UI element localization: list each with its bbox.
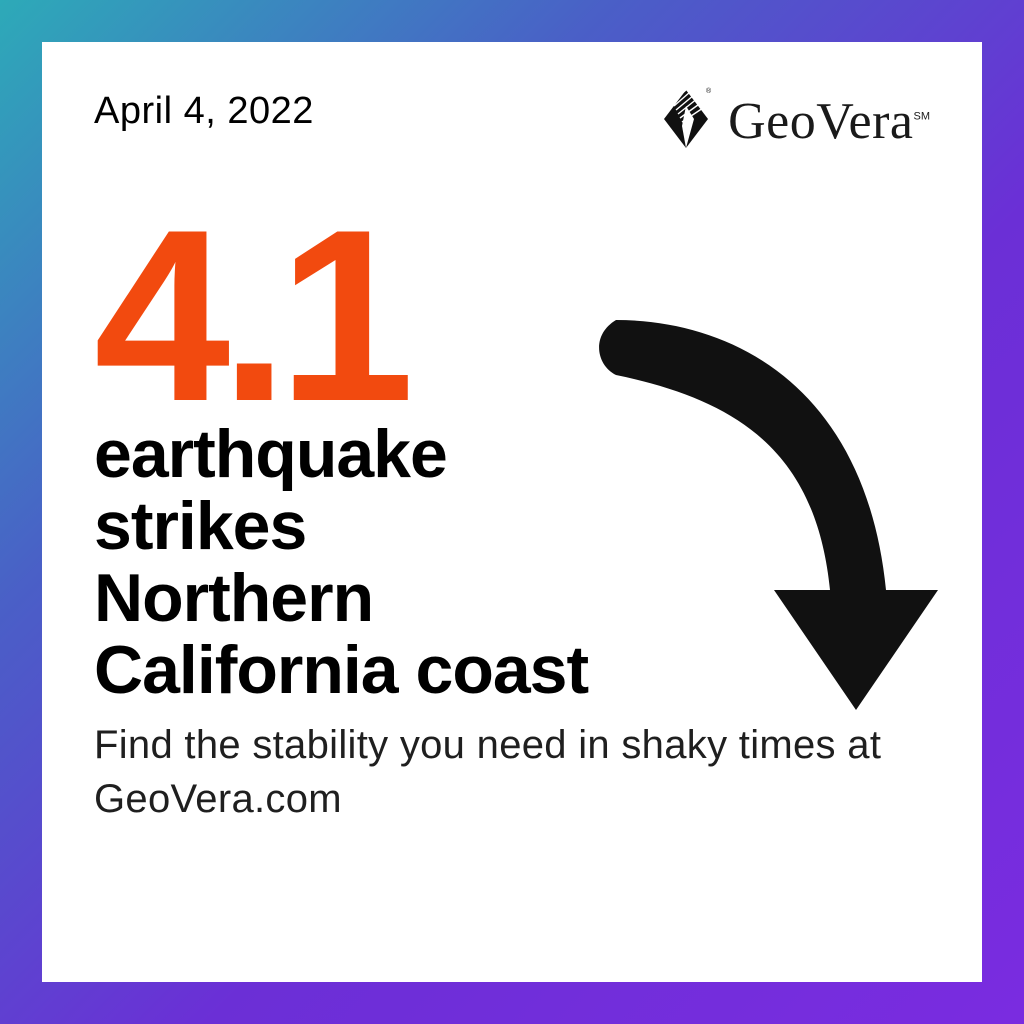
gradient-frame: April 4, 2022: [0, 0, 1024, 1024]
date-text: April 4, 2022: [94, 90, 314, 133]
headline-line-2: strikes: [94, 488, 306, 564]
top-bar: April 4, 2022: [94, 90, 930, 157]
diamond-logo-icon: ®: [656, 86, 714, 157]
headline-line-4: California coast: [94, 632, 588, 708]
curved-arrow-icon: [586, 310, 946, 730]
tagline-text: Find the stability you need in shaky tim…: [94, 718, 914, 826]
brand-servicemark: SM: [914, 111, 931, 123]
headline-line-1: earthquake: [94, 416, 447, 492]
brand-wordmark: GeoVeraSM: [728, 92, 930, 151]
headline-line-3: Northern: [94, 560, 373, 636]
white-card: April 4, 2022: [42, 42, 982, 982]
brand-logo: ® GeoVeraSM: [656, 86, 930, 157]
svg-text:®: ®: [706, 87, 712, 95]
brand-name-text: GeoVera: [728, 93, 913, 150]
